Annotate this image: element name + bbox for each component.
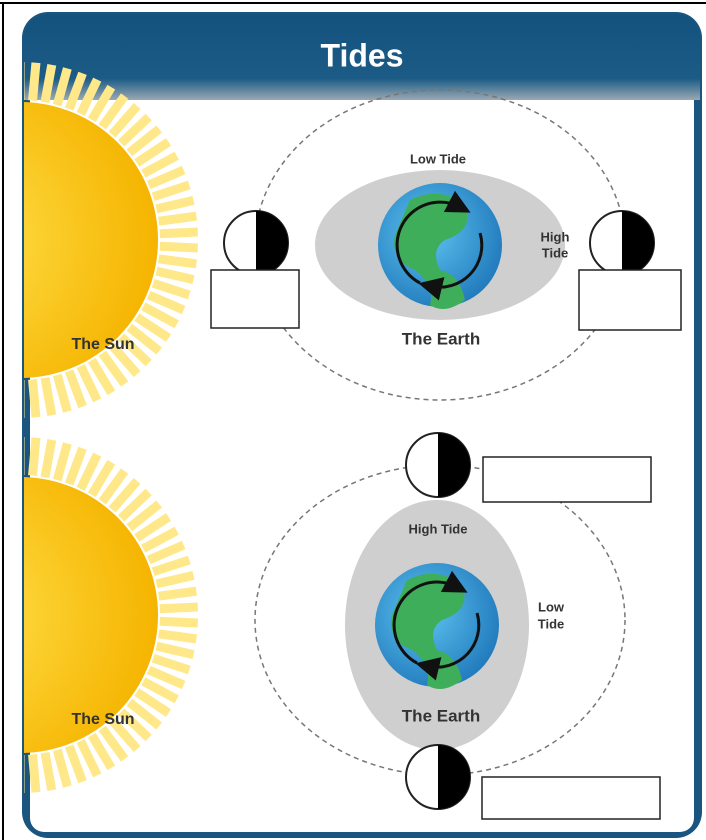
sun-ray	[160, 246, 198, 248]
answer-box	[211, 270, 299, 328]
sun-ray	[160, 621, 198, 623]
diagram: Tides Low TideHighTideThe EarthThe SunHi…	[0, 0, 706, 840]
sun-ray	[159, 216, 197, 221]
sun-ray	[159, 634, 197, 639]
top-label: High Tide	[409, 521, 468, 536]
side-label: Tide	[538, 616, 565, 631]
side-label: Low	[538, 599, 565, 614]
sun-ray	[33, 754, 36, 792]
side-label: High	[541, 229, 570, 244]
earth-label: The Earth	[402, 329, 480, 348]
sun-ray	[159, 591, 197, 596]
answer-box	[482, 777, 660, 819]
sun-ray	[33, 63, 36, 101]
sun-label: The Sun	[71, 711, 134, 728]
sun-label: The Sun	[71, 336, 134, 353]
sun-ray	[33, 438, 36, 476]
sun-ray	[159, 259, 197, 264]
answer-box	[483, 457, 651, 502]
top-label: Low Tide	[410, 151, 466, 166]
earth-label: The Earth	[402, 706, 480, 725]
sun-ray	[160, 232, 198, 234]
answer-box	[579, 270, 681, 330]
title: Tides	[321, 37, 404, 73]
sun-ray	[160, 607, 198, 609]
page: Tides Low TideHighTideThe EarthThe SunHi…	[0, 0, 706, 840]
side-label: Tide	[542, 245, 569, 260]
sun-ray	[33, 379, 36, 417]
